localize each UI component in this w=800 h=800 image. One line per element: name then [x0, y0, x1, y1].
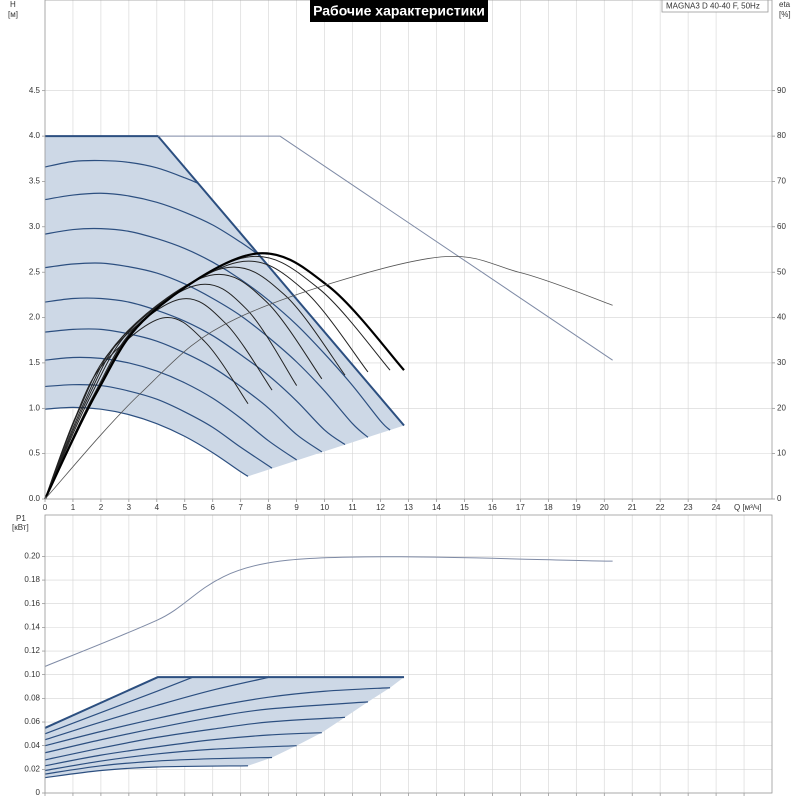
x-tick-label: 2 — [99, 503, 104, 512]
performance-curve — [44, 676, 405, 729]
x-tick-label: 8 — [266, 503, 271, 512]
performance-curve — [44, 765, 249, 779]
performance-curve — [44, 676, 194, 735]
y2-axis-unit: [%] — [779, 10, 791, 19]
y-tick-label: 0 — [36, 788, 41, 797]
y-tick-label: 2.5 — [29, 267, 41, 276]
performance-curve — [44, 356, 297, 461]
y-tick-label: 4.5 — [29, 86, 41, 95]
y-tick-label: 0.12 — [24, 646, 40, 655]
x-tick-label: 17 — [516, 503, 525, 512]
performance-curve — [44, 384, 273, 469]
y-tick-label: 0.16 — [24, 599, 40, 608]
y-tick-label: 0.06 — [24, 717, 40, 726]
y2-tick-label: 90 — [777, 86, 786, 95]
x-tick-label: 13 — [404, 503, 413, 512]
y-tick-label: 2.0 — [29, 313, 41, 322]
x-tick-label: 5 — [183, 503, 188, 512]
chart-title: Рабочие характеристики — [313, 3, 485, 19]
y2-axis-label: eta — [779, 0, 791, 9]
x-tick-label: 18 — [544, 503, 553, 512]
x-tick-label: 21 — [628, 503, 637, 512]
x-tick-label: 0 — [43, 503, 48, 512]
efficiency-curve — [44, 255, 613, 500]
y-axis-label: P1 — [16, 514, 26, 523]
y2-tick-label: 40 — [777, 313, 786, 322]
x-axis-label: Q [м³/ч] — [734, 503, 761, 512]
x-tick-label: 3 — [127, 503, 132, 512]
performance-curve — [44, 756, 273, 775]
x-tick-label: 9 — [294, 503, 299, 512]
y2-tick-label: 10 — [777, 449, 786, 458]
x-tick-label: 19 — [572, 503, 581, 512]
efficiency-curve — [44, 266, 346, 500]
y2-tick-label: 70 — [777, 177, 786, 186]
performance-curve — [44, 687, 391, 747]
performance-curve — [44, 192, 260, 256]
plots: 0 1 2 3 4 5 6 7 8 9 10 11 12 13 14 15 16 17 18 19 20 21 22 23 24… — [24, 0, 786, 797]
y-tick-label: 0.18 — [24, 575, 40, 584]
y2-tick-label: 80 — [777, 131, 786, 140]
x-tick-label: 24 — [712, 503, 721, 512]
y2-tick-label: 60 — [777, 222, 786, 231]
y-tick-label: 0.10 — [24, 670, 40, 679]
title-box — [310, 0, 488, 22]
performance-curve — [44, 297, 346, 446]
x-tick-label: 23 — [684, 503, 693, 512]
y-tick-label: 0.02 — [24, 764, 40, 773]
x-tick-label: 14 — [432, 503, 441, 512]
performance-curve — [44, 262, 369, 438]
x-tick-label: 6 — [211, 503, 216, 512]
y-tick-label: 0.08 — [24, 693, 40, 702]
y-tick-label: 0.20 — [24, 552, 40, 561]
y-tick-label: 0.14 — [24, 622, 40, 631]
performance-curve — [44, 676, 271, 741]
performance-curve — [44, 701, 368, 754]
region-area — [45, 136, 405, 477]
y2-tick-label: 30 — [777, 358, 786, 367]
performance-curve — [44, 732, 322, 767]
y2-tick-label: 50 — [777, 267, 786, 276]
x-tick-label: 11 — [348, 503, 357, 512]
plot-frame — [44, 0, 773, 500]
x-tick-label: 10 — [320, 503, 329, 512]
x-tick-label: 16 — [488, 503, 497, 512]
performance-curve — [44, 556, 613, 667]
y-tick-label: 1.5 — [29, 358, 41, 367]
x-tick-label: 12 — [376, 503, 385, 512]
y-axis-label: H — [10, 0, 16, 9]
performance-curve — [44, 328, 323, 453]
y-tick-label: 3.0 — [29, 222, 41, 231]
annotation-box — [661, 0, 769, 13]
x-tick-label: 22 — [656, 503, 665, 512]
y-tick-label: 0.04 — [24, 741, 40, 750]
y-axis-unit: [кВт] — [12, 523, 29, 532]
y-axis-unit: [м] — [8, 10, 18, 19]
performance-curve — [44, 406, 249, 477]
plot-frame — [44, 514, 773, 794]
y-tick-label: 3.5 — [29, 177, 41, 186]
y-tick-label: 0.5 — [29, 449, 41, 458]
performance-curve — [44, 745, 297, 772]
x-tick-label: 7 — [239, 503, 244, 512]
y2-tick-label: 0 — [777, 494, 782, 503]
y-tick-label: 0.0 — [29, 494, 41, 503]
y2-tick-label: 20 — [777, 403, 786, 412]
x-tick-label: 1 — [71, 503, 76, 512]
efficiency-curve — [44, 273, 323, 500]
x-tick-label: 20 — [600, 503, 609, 512]
y-tick-label: 4.0 — [29, 131, 41, 140]
performance-curve — [157, 135, 613, 361]
y-tick-label: 1.0 — [29, 403, 41, 412]
performance-curve — [44, 159, 199, 184]
x-tick-label: 15 — [460, 503, 469, 512]
efficiency-curve — [44, 252, 405, 500]
annotation: MAGNA3 D 40-40 F, 50Hz — [666, 2, 760, 11]
performance-curve — [44, 227, 391, 431]
x-tick-label: 4 — [155, 503, 160, 512]
performance-curve — [44, 716, 346, 761]
